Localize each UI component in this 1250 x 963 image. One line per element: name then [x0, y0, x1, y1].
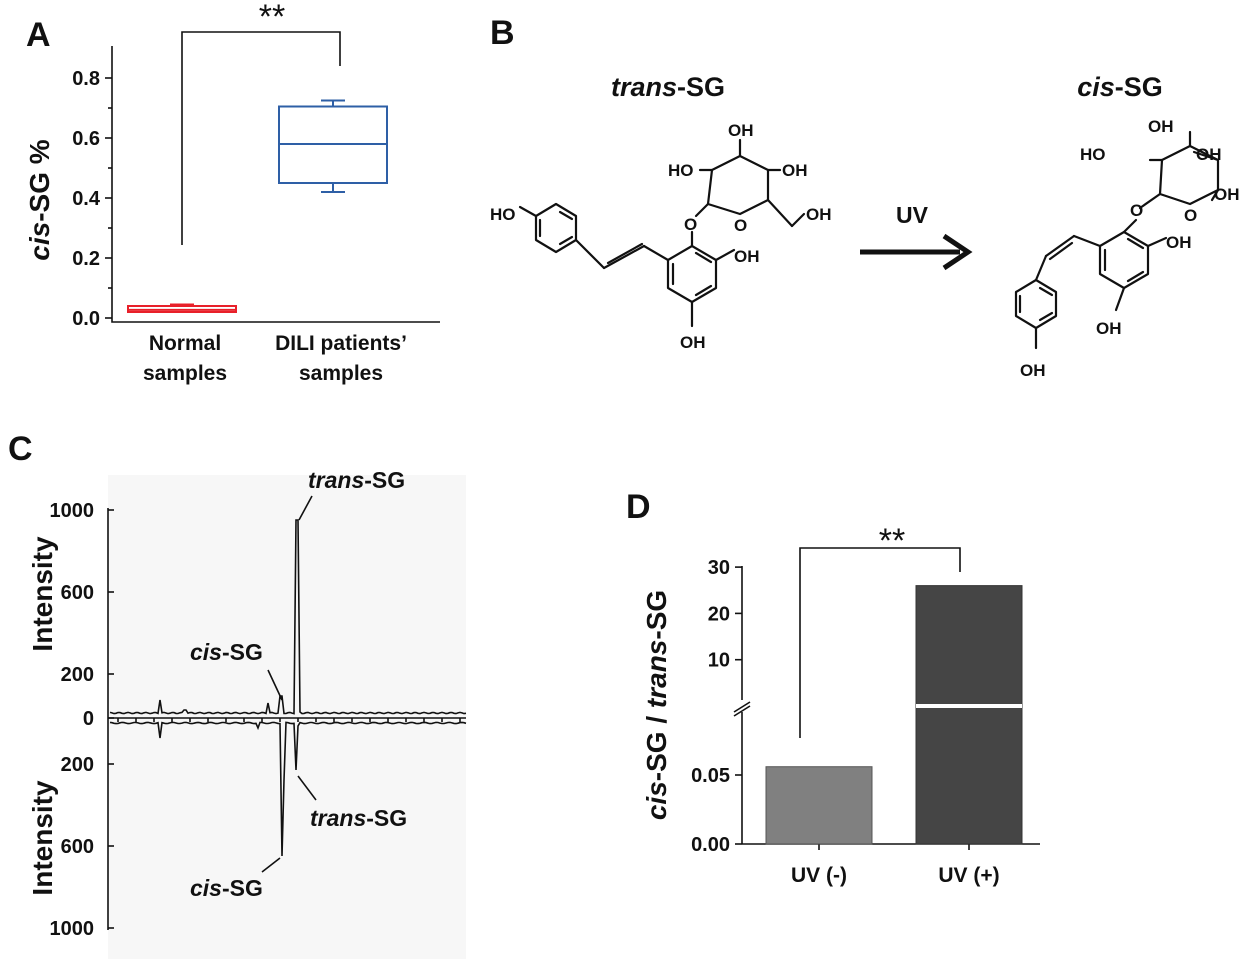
- panel-a-y-tick-label: 0.2: [72, 248, 100, 270]
- panel-a-axis-lines: [111, 46, 440, 323]
- trans-ring-o: O: [734, 216, 747, 235]
- panel-c-bottom-y-tick-label: 600: [61, 836, 94, 858]
- trans-sg-title: trans-SG: [611, 72, 725, 102]
- panel-d-axes: 0.00 0.05 10 20 30 UV (-) UV (+): [691, 547, 1040, 887]
- panel-a-significance: **: [259, 0, 285, 36]
- cis-oh-phenol: OH: [1020, 361, 1046, 380]
- annotation-top-trans-sg: trans-SG: [308, 467, 405, 493]
- panel-a-y-label-rest: -SG %: [24, 139, 55, 222]
- panel-d-y-label-part: trans: [641, 640, 672, 708]
- panel-a-y-tick-label: 0.0: [72, 308, 100, 330]
- panel-a-category-label: Normal: [149, 332, 221, 355]
- cis-sg-title: cis-SG: [1077, 72, 1163, 102]
- bar-uv-minus: [765, 766, 873, 845]
- panel-a-y-label-italic: cis: [24, 222, 55, 261]
- panel-a-category-label: samples: [299, 362, 383, 385]
- cis-oh-bottom: OH: [1096, 319, 1122, 338]
- panel-letter-b: B: [490, 14, 515, 52]
- annotation-bottom-trans-sg: trans-SG: [310, 805, 407, 831]
- panel-a-y-label: cis-SG %: [24, 139, 55, 260]
- cis-sg-structure: O HO OH OH OH O OH OH: [1014, 117, 1240, 380]
- panel-a-boxes: [127, 99, 388, 313]
- panel-c-plot-area: [108, 475, 466, 959]
- panel-d-axis-break: [733, 701, 751, 713]
- panel-c-top-y-tick-label: 600: [61, 582, 94, 604]
- cis-ho-sugar: HO: [1080, 145, 1106, 164]
- trans-oh-ch2: OH: [806, 205, 832, 224]
- annotation-bottom-cis-sg: cis-SG: [190, 875, 263, 901]
- panel-d-category-label: UV (-): [791, 864, 847, 887]
- cis-oh-ring: OH: [1166, 233, 1192, 252]
- bar-uv-plus: [915, 585, 1023, 845]
- panel-a-category-label: DILI patients’: [275, 332, 407, 355]
- uv-reaction-arrow: UV: [860, 202, 973, 271]
- trans-o-link: O: [684, 215, 697, 234]
- svg-text:O: O: [1130, 201, 1143, 220]
- panel-d-y-label-part: -SG /: [641, 708, 672, 781]
- panel-d-significance: **: [879, 522, 905, 560]
- panel-d: D cis-SG / trans-SG 0.00 0.05 10 20 30 UV (-)…: [626, 488, 1040, 887]
- trans-oh-sugar-top: OH: [728, 121, 754, 140]
- panel-c-bottom-y-tick-label: 1000: [50, 918, 95, 940]
- panel-a-y-tick-label: 0.6: [72, 128, 100, 150]
- panel-c-top-trace: [109, 519, 467, 715]
- panel-d-y-label-part: -SG: [641, 590, 672, 640]
- panel-a-y-tick-label: 0.4: [72, 188, 101, 210]
- arrow-bottom-cis: [261, 857, 281, 873]
- panel-a: A cis-SG % 0.0 0.2 0.4 0.6 0.8 Normal samples D…: [24, 0, 440, 385]
- panel-letter-a: A: [26, 16, 51, 54]
- trans-oh-sugar-right: OH: [782, 161, 808, 180]
- trans-ho-sugar: HO: [668, 161, 694, 180]
- panel-c: C Intensity Intensity 0 200 600 1000 200 600 1…: [8, 430, 467, 959]
- panel-d-lower-y-tick-label: 0.05: [691, 765, 730, 787]
- trans-oh-bottom-label: OH: [680, 333, 706, 352]
- trans-oh-ring-label: OH: [734, 247, 760, 266]
- panel-c-bottom-y-tick-label: 200: [61, 754, 94, 776]
- panel-d-upper-y-tick-label: 30: [708, 557, 730, 579]
- panel-c-top-y-tick-label: 0: [83, 708, 94, 730]
- panel-a-category-label: samples: [143, 362, 227, 385]
- panel-d-upper-y-tick-label: 10: [708, 650, 730, 672]
- trans-sg-structure: HO OH OH O O HO OH OH: [490, 121, 832, 352]
- panel-b: B trans-SG cis-SG HO OH OH O: [490, 14, 1240, 380]
- panel-c-bottom-trace: [109, 721, 467, 857]
- panel-a-significance-bracket: [181, 31, 341, 245]
- panel-letter-d: D: [626, 488, 651, 526]
- box-0: [127, 303, 237, 313]
- panel-c-top-y-tick-label: 1000: [50, 500, 95, 522]
- cis-oh-sugar-right: OH: [1196, 145, 1222, 164]
- cis-oh-sugar-top: OH: [1148, 117, 1174, 136]
- arrow-bottom-trans: [297, 775, 317, 801]
- svg-text:O: O: [1184, 206, 1197, 225]
- panel-d-axis-break: [733, 705, 751, 717]
- panel-c-bottom-y-label: Intensity: [27, 780, 58, 896]
- panel-a-axes: 0.0 0.2 0.4 0.6 0.8 Normal samples DILI patient…: [72, 31, 440, 385]
- arrow-top-cis: [267, 669, 283, 701]
- annotation-top-cis-sg: cis-SG: [190, 639, 263, 665]
- panel-letter-c: C: [8, 430, 33, 468]
- panel-d-lower-y-tick-label: 0.00: [691, 834, 730, 856]
- panel-d-significance-bracket: [799, 547, 961, 738]
- panel-c-top-y-label: Intensity: [27, 536, 58, 652]
- panel-c-top-y-tick-label: 200: [61, 664, 94, 686]
- panel-c-axes: 0 200 600 1000 200 600 1000: [50, 475, 466, 959]
- panel-d-category-label: UV (+): [938, 864, 999, 887]
- box-1: [278, 99, 388, 193]
- arrow-top-trans: [298, 495, 313, 521]
- panel-d-y-label-part: cis: [641, 781, 672, 820]
- uv-arrow-label: UV: [896, 202, 929, 228]
- cis-oh-ch2: OH: [1214, 185, 1240, 204]
- panel-d-upper-y-tick-label: 20: [708, 603, 730, 625]
- trans-ho-label: HO: [490, 205, 516, 224]
- panel-d-bars: [765, 585, 1023, 845]
- panel-a-y-tick-label: 0.8: [72, 68, 100, 90]
- panel-d-y-label: cis-SG / trans-SG: [641, 590, 672, 820]
